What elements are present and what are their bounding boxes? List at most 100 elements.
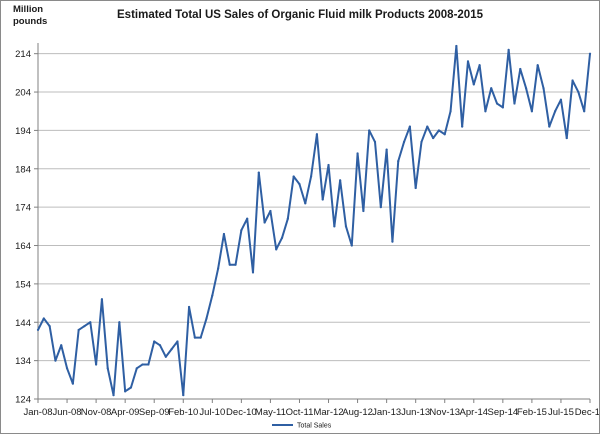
data-point (71, 382, 74, 385)
data-point (234, 263, 237, 266)
x-tick-label: Nov-08 (81, 407, 112, 418)
data-point (54, 359, 57, 362)
data-point (554, 110, 557, 113)
data-point (391, 240, 394, 243)
data-point (490, 87, 493, 90)
data-point (158, 344, 162, 347)
data-point (542, 87, 545, 90)
x-tick-label: Apr-14 (460, 407, 489, 418)
data-point (472, 83, 475, 86)
data-point (124, 390, 127, 393)
data-point (373, 140, 377, 144)
y-tick-label: 164 (15, 241, 31, 252)
y-tick-label: 184 (15, 164, 31, 175)
x-tick-label: Oct-11 (286, 407, 314, 418)
data-point (507, 48, 510, 51)
data-point (135, 367, 138, 370)
data-point (147, 363, 150, 366)
x-tick-label: Jul-10 (199, 407, 225, 418)
data-point (408, 125, 411, 128)
y-tick-label: 214 (15, 49, 31, 60)
data-point (356, 152, 359, 155)
data-point (106, 367, 109, 370)
data-point (292, 175, 295, 178)
data-point (524, 87, 528, 90)
data-point (286, 217, 289, 220)
data-point (129, 386, 133, 389)
x-tick-label: Aug-12 (342, 407, 373, 418)
x-tick-label: Dec-15 (575, 407, 599, 418)
data-point (153, 340, 156, 343)
data-point (36, 328, 40, 332)
x-tick-label: Feb-15 (517, 407, 547, 418)
data-point (205, 317, 208, 320)
data-point (304, 202, 307, 205)
chart-title: Estimated Total US Sales of Organic Flui… (117, 9, 484, 21)
data-point (199, 336, 202, 339)
data-point (309, 175, 313, 178)
data-points (36, 44, 592, 397)
x-tick-label: Apr-09 (111, 407, 140, 418)
data-point (461, 125, 464, 128)
data-point (530, 110, 533, 113)
data-point (385, 148, 388, 151)
data-point (228, 263, 231, 266)
x-tick-label: Jan-08 (23, 407, 52, 418)
data-point (164, 355, 167, 358)
y-axis-ticks: 124 134 144 154 164 174 184 194 204 214 (15, 49, 38, 406)
data-point (432, 136, 435, 140)
x-tick-label: May-11 (255, 407, 286, 418)
data-point (565, 136, 568, 140)
data-point (246, 217, 249, 220)
data-point (182, 394, 185, 397)
x-tick-label: Nov-13 (429, 407, 460, 418)
data-point (397, 160, 400, 163)
data-point (548, 125, 551, 128)
data-point (327, 163, 330, 167)
data-point (263, 221, 266, 224)
data-point (42, 317, 45, 320)
data-point (83, 324, 86, 328)
data-point (484, 110, 487, 113)
data-point (240, 229, 243, 232)
legend-label-total-sales: Total Sales (297, 423, 332, 430)
data-point (187, 305, 191, 309)
data-point (77, 328, 80, 332)
data-point (466, 60, 470, 63)
data-point (577, 90, 580, 94)
data-point (321, 198, 324, 201)
data-point (449, 110, 452, 113)
x-tick-label: Feb-10 (168, 407, 198, 418)
legend: Total Sales (272, 423, 332, 430)
y-tick-label: 134 (15, 356, 31, 367)
data-point (48, 324, 51, 328)
data-point (170, 348, 173, 351)
data-point (193, 336, 196, 339)
y-tick-label: 124 (15, 395, 31, 406)
data-point (280, 236, 284, 239)
data-point (437, 129, 441, 132)
y-axis-unit-line-1: Million (13, 4, 43, 15)
data-point (478, 64, 481, 67)
data-point (339, 179, 342, 182)
data-point (95, 363, 98, 366)
series-line-total-sales (37, 45, 591, 397)
data-point (257, 171, 260, 174)
data-point (368, 129, 371, 132)
data-point (588, 52, 592, 55)
data-point (414, 186, 417, 190)
data-point (495, 102, 499, 105)
y-tick-label: 194 (15, 126, 31, 137)
data-point (315, 133, 319, 136)
data-point (118, 321, 121, 324)
x-tick-label: Sep-14 (488, 407, 519, 418)
data-point (536, 64, 539, 67)
y-tick-label: 154 (15, 279, 31, 290)
y-tick-label: 174 (15, 203, 31, 214)
data-point (571, 79, 574, 82)
data-point (513, 102, 516, 105)
data-point (350, 244, 353, 247)
x-tick-label: Jul-15 (548, 407, 574, 418)
